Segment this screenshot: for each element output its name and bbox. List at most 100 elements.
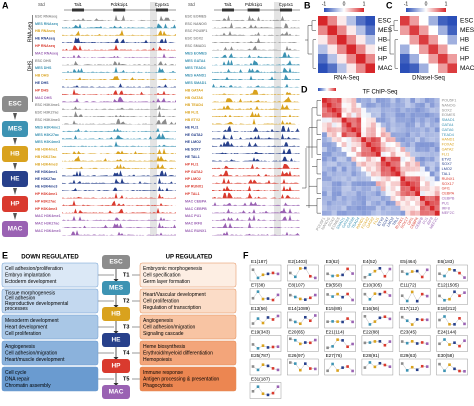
colorbar-label: 1 [363,1,366,7]
stage-dot [294,362,297,365]
plot-label: E23(45) [400,330,417,335]
heatmap-cell [410,127,416,133]
heatmap-cell [361,196,367,201]
heatmap-cell [405,181,411,187]
heatmap-cell [405,191,411,197]
heatmap-cell [385,142,391,148]
signal-track [212,59,300,66]
heatmap-cell [346,98,352,103]
heatmap-cell [409,16,419,26]
down-term: DNA repair [5,376,30,382]
heatmap-cell [390,142,396,148]
heatmap-cell [341,102,347,108]
plot-frame [324,311,356,329]
stage-dot [438,272,441,276]
heatmap-cell [322,186,327,192]
gene-label: Tal1 [74,2,82,7]
stage-dot [425,294,429,298]
heatmap-cell [366,98,372,103]
heatmap-cell [341,117,347,123]
heatmap-cell [326,161,332,167]
heatmap-cell [341,127,347,133]
heatmap-cell [415,147,421,152]
signal-track [212,141,300,147]
heatmap-cell [380,127,386,133]
heatmap-cell [380,181,386,187]
up-term: Cell proliferation [143,298,179,304]
heatmap-cell [400,205,406,211]
factor-label: POU5F1 [442,98,457,102]
track-label: MES HAND1 [185,74,206,78]
heatmap-cell [322,147,327,152]
heatmap-cell [331,161,337,167]
heatmap-cell [424,176,430,182]
heatmap-cell [331,142,337,148]
up-box [139,262,237,288]
stage-dot [458,317,461,320]
factor-label: LMO2 [386,217,395,228]
stage-dot [443,274,446,278]
heatmap-cell [322,191,327,197]
heatmap-cell [395,156,401,162]
heatmap-cell [434,102,440,108]
track-label: HP DHS [35,88,49,92]
heatmap-cell [356,161,362,167]
heatmap-cell [395,151,401,157]
up-box [139,314,237,340]
heatmap-cell [409,44,419,54]
plot-label: E25(787) [251,353,270,358]
heatmap-cell [375,107,381,113]
heatmap-cell [424,171,430,177]
heatmap-cell [419,16,429,26]
plot-label: E2(1403) [288,259,307,264]
plot-label: E18(212) [438,306,457,311]
heatmap-cell [336,142,342,148]
signal-track [62,88,176,95]
down-term: processes [5,306,28,312]
heatmap-cell [341,151,347,157]
heatmap-cell [375,210,381,216]
heatmap-cell [351,196,357,201]
heatmap-cell [371,200,376,206]
heatmap-cell [326,98,332,103]
heatmap-cell [390,127,396,133]
stage-dot [443,298,446,302]
heatmap-cell [351,210,357,216]
heatmap-cell [424,142,430,148]
heatmap-cell [429,210,435,216]
heatmap-cell [385,176,391,182]
signal-track [212,37,300,43]
heatmap-cell [331,156,337,162]
heatmap-cell [380,210,386,216]
heatmap-cell [366,127,372,133]
heatmap-cell [410,132,416,138]
heatmap-cell [326,142,332,148]
heatmap-cell [420,107,425,113]
stage-dot [326,293,329,296]
heatmap-cell [366,107,372,113]
stage-dot [410,290,414,294]
down-term: Tissue morphogenesis [5,291,56,297]
heatmap-cell [385,137,391,143]
heatmap-cell [385,127,391,133]
up-term: Embryonic morphogenesis [143,266,203,272]
heatmap-cell [447,25,457,35]
heatmap-cell [346,112,352,118]
stage-dot [383,274,387,278]
heatmap-cell [380,205,386,211]
heatmap-cell [361,171,367,177]
heatmap-cell [429,112,435,118]
heatmap-cell [424,112,430,118]
heatmap-cell [420,161,425,167]
heatmap-cell [346,25,356,35]
heatmap-cell [351,161,357,167]
stage-dot [420,341,424,344]
up-term: Heart/Vascular development [143,292,206,298]
heatmap-cell [424,102,430,108]
heatmap-cell [380,102,386,108]
factor-label: EOMES [331,216,342,230]
factor-label: RUNX1 [395,217,405,230]
stage-dot [271,298,275,302]
heatmap-cell [341,210,347,216]
stage-dot [294,295,297,299]
